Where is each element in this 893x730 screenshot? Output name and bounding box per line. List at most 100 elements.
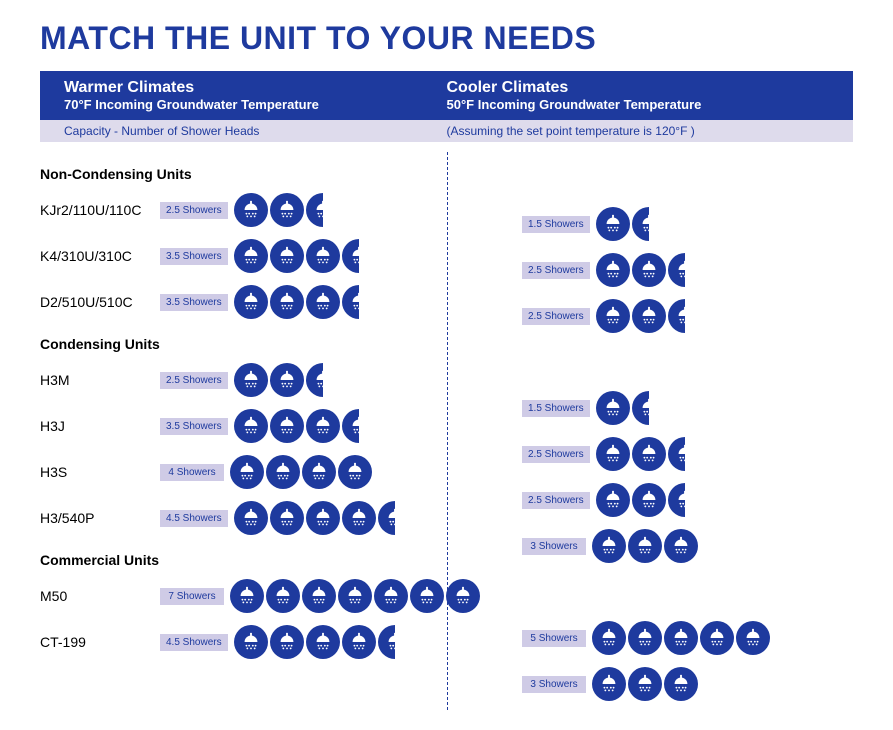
unit-row: K4/310U/310C3.5 Showers	[40, 236, 482, 276]
shower-icon	[234, 193, 268, 227]
shower-icon-glyph	[308, 461, 330, 483]
shower-icon-glyph	[638, 305, 660, 327]
shower-icon-glyph	[634, 627, 656, 649]
shower-icon-glyph	[674, 443, 685, 465]
shower-icon-glyph	[638, 443, 660, 465]
shower-icon-glyph	[312, 415, 334, 437]
shower-icon	[628, 529, 662, 563]
shower-icon-glyph	[602, 489, 624, 511]
cool-climate-column: Cooler Climates 50°F Incoming Groundwate…	[447, 79, 830, 112]
shower-icon-glyph	[236, 585, 258, 607]
shower-icon-glyph	[598, 673, 620, 695]
shower-icon-glyph	[240, 245, 262, 267]
shower-icon	[302, 455, 336, 489]
showers-badge: 3 Showers	[522, 538, 586, 555]
shower-icon-half	[306, 363, 323, 397]
shower-icon-glyph	[380, 585, 402, 607]
shower-icon-glyph	[276, 199, 298, 221]
shower-icon	[628, 667, 662, 701]
shower-icon	[338, 579, 372, 613]
shower-icon	[230, 579, 264, 613]
shower-icon-glyph	[638, 259, 660, 281]
shower-icon-glyph	[670, 535, 692, 557]
shower-icons-container	[234, 501, 397, 535]
shower-icon-glyph	[638, 397, 649, 419]
shower-icon	[632, 483, 666, 517]
warm-climate-column: Warmer Climates 70°F Incoming Groundwate…	[64, 79, 447, 112]
shower-icon-glyph	[272, 461, 294, 483]
shower-icon-glyph	[602, 305, 624, 327]
shower-icon-glyph	[276, 415, 298, 437]
shower-icon-half	[668, 483, 685, 517]
shower-icon-glyph	[240, 507, 262, 529]
shower-icon-glyph	[240, 369, 262, 391]
showers-badge: 2.5 Showers	[160, 202, 228, 219]
unit-row: 2.5 Showers	[522, 480, 853, 520]
shower-icon-glyph	[602, 397, 624, 419]
shower-icon	[270, 193, 304, 227]
shower-icons-container	[230, 455, 374, 489]
shower-icon	[632, 253, 666, 287]
group-title: Non-Condensing Units	[40, 166, 482, 182]
shower-icons-container	[234, 363, 325, 397]
shower-icon-glyph	[742, 627, 764, 649]
shower-icon-glyph	[602, 443, 624, 465]
model-name: D2/510U/510C	[40, 294, 160, 310]
shower-icon	[596, 483, 630, 517]
showers-badge: 5 Showers	[522, 630, 586, 647]
shower-icon	[664, 529, 698, 563]
shower-icon-glyph	[452, 585, 474, 607]
shower-icon	[270, 363, 304, 397]
shower-icon	[234, 501, 268, 535]
group-title-spacer	[522, 350, 853, 380]
model-name: M50	[40, 588, 160, 604]
shower-icons-container	[596, 207, 651, 241]
unit-row: H3J3.5 Showers	[40, 406, 482, 446]
unit-row: H3M2.5 Showers	[40, 360, 482, 400]
unit-row: CT-1994.5 Showers	[40, 622, 482, 662]
shower-icon-glyph	[276, 631, 298, 653]
shower-icon-glyph	[638, 213, 649, 235]
content-region: Non-Condensing UnitsKJr2/110U/110C2.5 Sh…	[40, 152, 853, 710]
shower-icon	[234, 363, 268, 397]
unit-row: H3/540P4.5 Showers	[40, 498, 482, 538]
climate-bar: Warmer Climates 70°F Incoming Groundwate…	[40, 71, 853, 120]
shower-icon-glyph	[276, 291, 298, 313]
shower-icon-glyph	[670, 673, 692, 695]
shower-icon-glyph	[670, 627, 692, 649]
column-divider	[447, 152, 448, 710]
model-name: KJr2/110U/110C	[40, 202, 160, 218]
shower-icon	[302, 579, 336, 613]
unit-row: 2.5 Showers	[522, 434, 853, 474]
showers-badge: 2.5 Showers	[522, 492, 590, 509]
model-name: CT-199	[40, 634, 160, 650]
shower-icons-container	[596, 299, 687, 333]
shower-icons-container	[592, 529, 700, 563]
shower-icons-container	[596, 253, 687, 287]
shower-icon	[664, 667, 698, 701]
shower-icons-container	[234, 285, 361, 319]
showers-badge: 2.5 Showers	[522, 446, 590, 463]
shower-icon-glyph	[348, 245, 359, 267]
shower-icon-glyph	[272, 585, 294, 607]
shower-icons-container	[596, 437, 687, 471]
model-name: H3S	[40, 464, 160, 480]
shower-icon	[596, 253, 630, 287]
shower-icon	[596, 299, 630, 333]
shower-icon-glyph	[674, 305, 685, 327]
shower-icon-half	[342, 285, 359, 319]
shower-icon-half	[342, 409, 359, 443]
shower-icon-glyph	[312, 631, 334, 653]
shower-icon-glyph	[384, 507, 395, 529]
shower-icons-container	[234, 239, 361, 273]
shower-icon	[270, 239, 304, 273]
model-name: H3/540P	[40, 510, 160, 526]
shower-icon-glyph	[240, 415, 262, 437]
shower-icon	[632, 299, 666, 333]
shower-icon	[234, 239, 268, 273]
shower-icon-glyph	[674, 259, 685, 281]
showers-badge: 1.5 Showers	[522, 400, 590, 417]
cool-units-column: 1.5 Showers2.5 Showers2.5 Showers1.5 Sho…	[502, 152, 853, 710]
shower-icon-half	[306, 193, 323, 227]
shower-icons-container	[234, 625, 397, 659]
